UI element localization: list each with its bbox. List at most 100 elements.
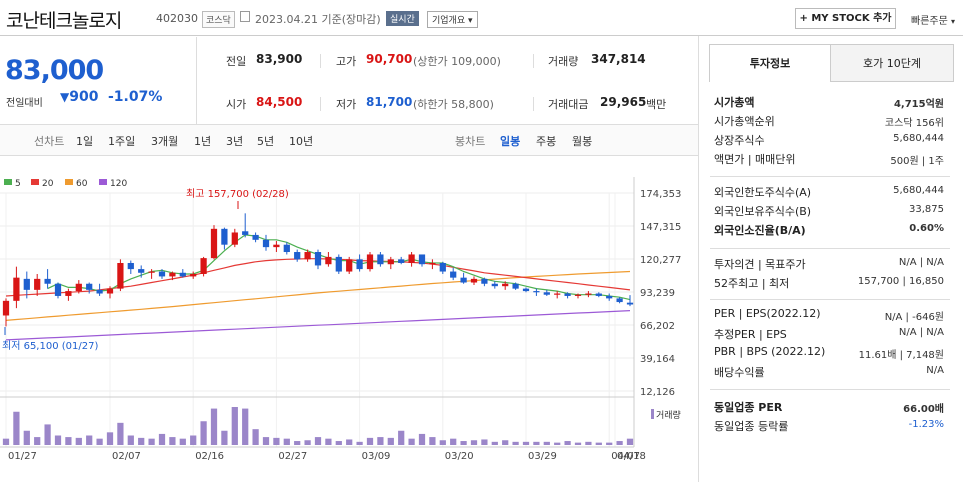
current-price: 83,000 [5,55,104,86]
volume-bar [616,441,623,445]
volume-bar [44,424,51,445]
calendar-icon [240,11,250,22]
upper-limit: (상한가 109,000) [413,55,501,68]
candle [314,252,322,266]
change-label: 전일대비 [6,98,43,109]
amount-label: 거래대금 [548,98,589,111]
candle [294,252,301,260]
volume-bar [325,438,332,445]
candle [356,259,363,270]
panel-value: 33,875 [909,204,944,215]
chevron-down-icon: ▾ [951,17,956,26]
candle [283,244,290,253]
volume-bar [512,441,519,445]
volume-bar [335,441,342,445]
volume-bar [210,408,218,445]
legend-swatch [99,179,107,185]
volume-bar [65,437,72,445]
volume-bar [502,440,509,445]
x-tick-label: 04/07 [611,451,640,462]
volume-bar [356,441,363,445]
candle [190,273,197,277]
panel-label: 외국인보유주식수(B) [714,205,812,218]
panel-divider [710,389,950,390]
candle [127,263,134,270]
panel-label: 배당수익률 [714,366,765,379]
tab-hoga[interactable]: 호가 10단계 [830,44,954,82]
candle [34,278,41,290]
volume-bar [127,435,134,445]
prev-label: 전일 [226,55,247,68]
my-stock-button[interactable]: + MY STOCK 추가 [795,8,896,29]
candle [564,293,571,296]
period-1d[interactable]: 1일 [76,135,94,148]
volume-bar [366,437,374,445]
volume-bar [533,441,540,445]
candle [106,288,114,294]
period-3y[interactable]: 3년 [226,135,244,148]
candle-daily[interactable]: 일봉 [500,135,521,148]
down-triangle-icon: ▼ [60,90,70,104]
date-text: 2023.04.21 기준(장마감) [255,13,381,26]
chart-svg: 174,353 147,315 120,277 93,239 66,202 39,164 1… [0,177,681,462]
amount-unit: 백만 [646,98,667,111]
candle [387,259,394,265]
candle [148,271,155,273]
candle [325,256,332,265]
volume-bar [86,435,93,445]
candle [273,244,280,248]
volume-bar [418,433,426,445]
period-1w[interactable]: 1주일 [108,135,136,148]
change-amount: 900 [69,89,99,105]
period-1y[interactable]: 1년 [194,135,212,148]
amount-value: 29,965 [600,95,647,109]
volume-bar [626,438,634,445]
volume-bar [179,438,186,445]
y-tick-label: 174,353 [640,189,681,200]
volume-bar [190,435,197,445]
volume-bar [429,437,436,445]
candle [262,239,270,248]
divider [533,97,534,111]
candle [481,278,488,284]
divider [320,97,321,111]
volume-bar [23,430,30,445]
period-3m[interactable]: 3개월 [151,135,179,148]
panel-label: 동일업종 PER [714,401,783,414]
volume-bar [346,439,353,445]
candle [54,283,62,296]
period-10y[interactable]: 10년 [289,135,314,148]
legend-swatch [31,179,39,185]
panel-value: N/A | N/A [898,257,944,268]
candle [439,263,446,272]
candle [450,271,457,278]
volume-bar [408,438,415,445]
legend-label: 5 [15,179,21,189]
corp-overview-dropdown[interactable]: 기업개요 ▾ [427,11,478,28]
volume-bar [491,441,498,445]
legend-label: 20 [42,179,54,189]
volume-bar [169,437,176,445]
period-5y[interactable]: 5년 [257,135,275,148]
x-tick-label: 03/09 [362,451,391,462]
tab-invest-info[interactable]: 투자정보 [709,44,831,82]
volume-bar [117,422,124,445]
candle-monthly[interactable]: 월봉 [572,135,593,148]
realtime-badge[interactable]: 실시간 [386,11,419,26]
candle [616,298,623,303]
volume-label: 거래량 [548,55,579,68]
panel-value: 157,700 | 16,850 [857,276,944,287]
stock-name: 코난테크놀로지 [6,10,122,32]
panel-value: N/A [926,365,944,376]
panel-label: 상장주식수 [714,134,765,147]
candle [574,294,582,296]
lower-limit: (하한가 58,800) [413,98,494,111]
volume-bar [543,441,550,445]
candle-weekly[interactable]: 주봉 [536,135,557,148]
quick-order-link[interactable]: 빠른주문 ▾ [911,12,955,27]
volume-bar [294,441,301,445]
panel-label: 52주최고 | 최저 [714,277,790,290]
high-label: 고가 [336,55,357,68]
candle [606,295,613,299]
quick-order-label: 빠른주문 [911,16,948,27]
